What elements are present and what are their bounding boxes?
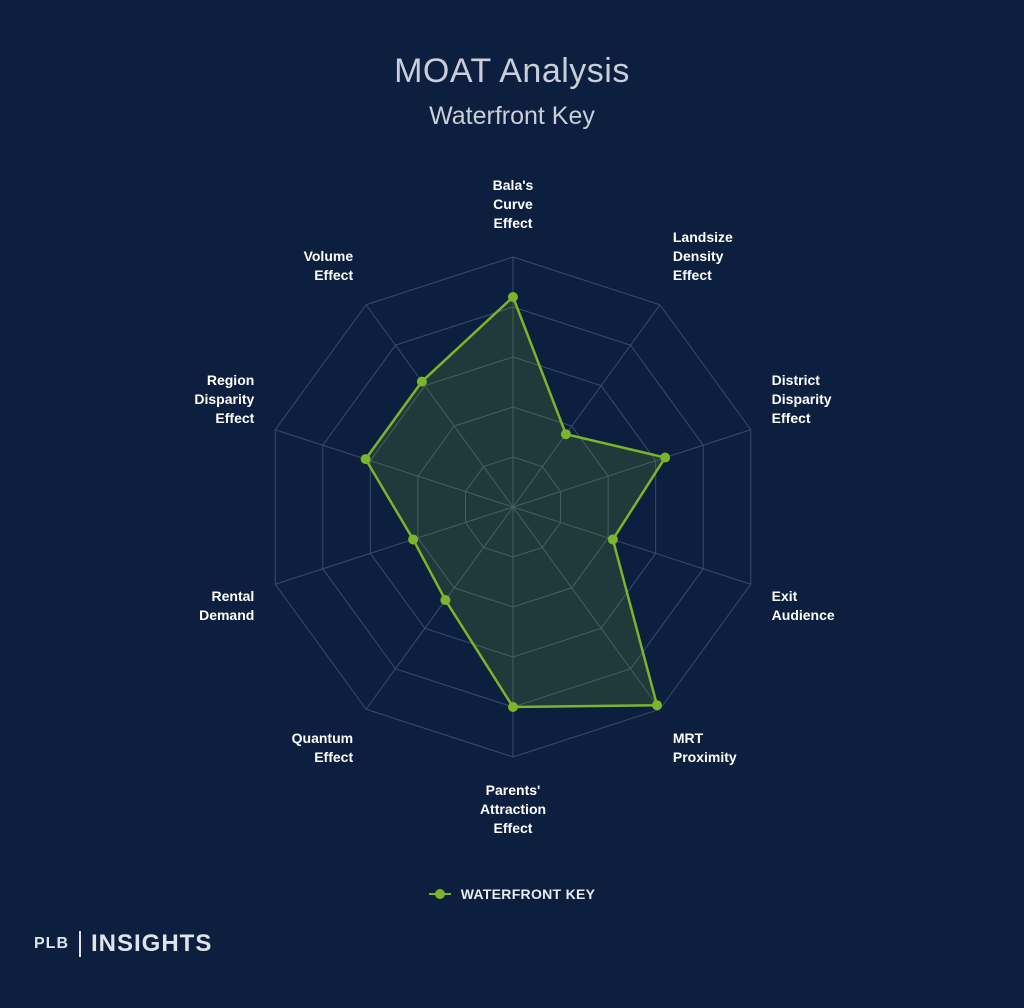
axis-label-line: Effect xyxy=(772,410,811,426)
axis-label-line: Demand xyxy=(199,607,254,623)
axis-label-line: District xyxy=(772,372,821,388)
axis-label: Region Disparity Effect xyxy=(194,372,254,426)
axis-label: Parents' Attraction Effect xyxy=(480,782,546,836)
axis-label: MRT Proximity xyxy=(673,730,737,765)
data-point xyxy=(408,534,419,545)
grid-spoke xyxy=(365,506,514,710)
axis-label-line: Bala's xyxy=(493,177,534,193)
grid-spoke xyxy=(275,429,514,508)
grid-spoke xyxy=(275,506,514,585)
grid-spoke xyxy=(512,304,661,508)
axis-label-line: Region xyxy=(207,372,254,388)
data-point xyxy=(660,452,671,463)
axis-label-line: Parents' xyxy=(486,782,541,798)
brand-divider xyxy=(79,931,81,957)
axis-label-line: Exit xyxy=(772,588,798,604)
grid-spoke xyxy=(365,304,514,508)
axis-label: Exit Audience xyxy=(772,588,835,623)
data-point xyxy=(360,454,371,465)
axis-label-line: Curve xyxy=(493,196,533,212)
data-point xyxy=(508,292,518,302)
axis-label: Volume Effect xyxy=(304,248,354,283)
axis-label: Bala's Curve Effect xyxy=(493,177,534,231)
brand-logo: PLB INSIGHTS xyxy=(34,930,212,958)
data-point xyxy=(440,595,451,606)
brand-name: INSIGHTS xyxy=(91,930,213,957)
axis-label: District Disparity Effect xyxy=(772,372,832,426)
grid-spoke xyxy=(512,506,661,710)
axis-label-line: Proximity xyxy=(673,749,737,765)
brand-plb: PLB xyxy=(34,935,69,952)
axis-label-line: Landsize xyxy=(673,229,733,245)
legend-label: WATERFRONT KEY xyxy=(460,886,596,902)
axis-label-line: Disparity xyxy=(194,391,254,407)
axis-label: Rental Demand xyxy=(199,588,254,623)
axis-label-line: Effect xyxy=(314,267,353,283)
axis-label: Quantum Effect xyxy=(292,730,354,765)
axis-label-line: Effect xyxy=(494,820,533,836)
axis-label-line: Attraction xyxy=(480,801,546,817)
data-point xyxy=(560,429,571,440)
axis-label-line: Quantum xyxy=(292,730,353,746)
series-area xyxy=(364,295,667,709)
axis-label-line: Effect xyxy=(314,749,353,765)
chart-title: MOAT Analysis xyxy=(394,52,630,90)
grid-spoke xyxy=(512,429,751,508)
axis-label-line: Effect xyxy=(215,410,254,426)
axis-label-line: Disparity xyxy=(772,391,832,407)
axis-label-line: Effect xyxy=(494,215,533,231)
legend-marker-icon xyxy=(428,888,451,900)
grid-spoke xyxy=(512,506,751,585)
axis-label-line: MRT xyxy=(673,730,704,746)
axis-label-line: Density xyxy=(673,248,724,264)
chart-subtitle: Waterfront Key xyxy=(429,102,595,130)
data-point xyxy=(508,702,518,712)
axis-label-line: Volume xyxy=(304,248,354,264)
axis-label-line: Effect xyxy=(673,267,712,283)
data-point xyxy=(652,700,663,711)
data-point xyxy=(607,534,618,545)
axis-label: Landsize Density Effect xyxy=(673,229,733,283)
data-point xyxy=(416,376,427,387)
axis-label-line: Audience xyxy=(772,607,835,623)
axis-label-line: Rental xyxy=(212,588,255,604)
legend[interactable]: WATERFRONT KEY xyxy=(0,886,1024,902)
